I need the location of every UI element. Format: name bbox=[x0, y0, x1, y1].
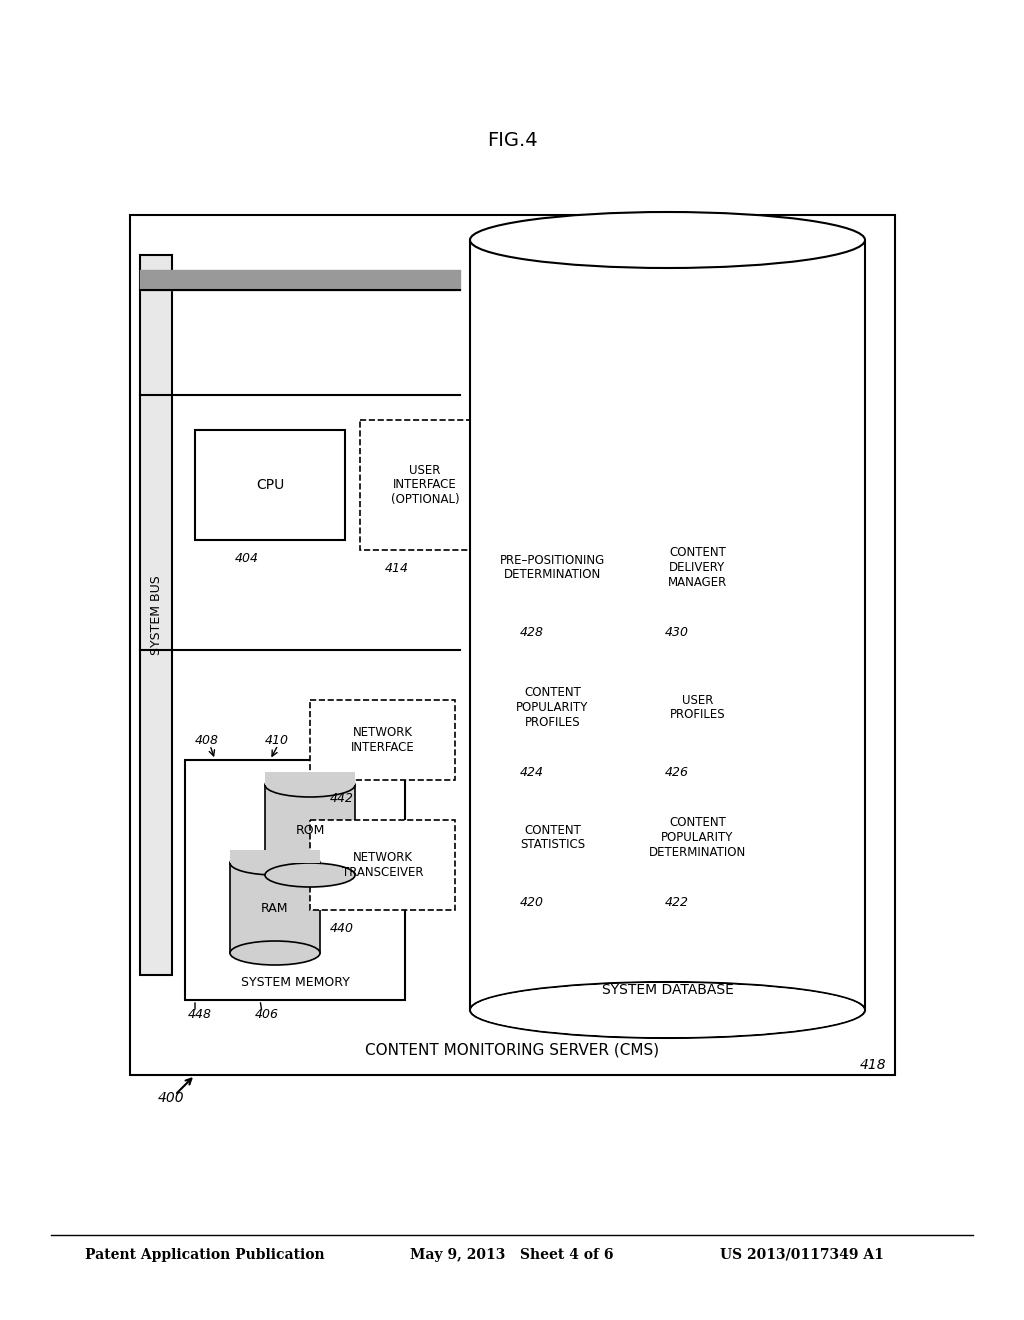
Bar bbox=[230, 863, 319, 953]
FancyBboxPatch shape bbox=[490, 789, 615, 884]
Text: 404: 404 bbox=[234, 552, 259, 565]
Text: ROM: ROM bbox=[295, 824, 325, 837]
Ellipse shape bbox=[470, 982, 865, 1038]
Text: CONTENT
POPULARITY
PROFILES: CONTENT POPULARITY PROFILES bbox=[516, 686, 589, 729]
Text: CONTENT
DELIVERY
MANAGER: CONTENT DELIVERY MANAGER bbox=[668, 546, 727, 589]
FancyBboxPatch shape bbox=[490, 660, 615, 755]
Text: 414: 414 bbox=[385, 561, 409, 574]
FancyBboxPatch shape bbox=[635, 520, 760, 615]
Text: RAM: RAM bbox=[261, 902, 289, 915]
Text: PRE–POSITIONING
DETERMINATION: PRE–POSITIONING DETERMINATION bbox=[500, 553, 605, 582]
FancyBboxPatch shape bbox=[310, 820, 455, 909]
Ellipse shape bbox=[230, 941, 319, 965]
Ellipse shape bbox=[470, 213, 865, 268]
Bar bbox=[230, 850, 319, 863]
Text: 448: 448 bbox=[188, 1008, 212, 1022]
Text: May 9, 2013   Sheet 4 of 6: May 9, 2013 Sheet 4 of 6 bbox=[410, 1247, 613, 1262]
Text: 422: 422 bbox=[665, 896, 689, 909]
Text: 442: 442 bbox=[330, 792, 354, 804]
FancyBboxPatch shape bbox=[310, 700, 455, 780]
Ellipse shape bbox=[265, 863, 355, 887]
Text: FIG.4: FIG.4 bbox=[486, 131, 538, 149]
FancyBboxPatch shape bbox=[140, 255, 172, 975]
Ellipse shape bbox=[265, 774, 355, 797]
Bar bbox=[265, 772, 355, 785]
Text: NETWORK
INTERFACE: NETWORK INTERFACE bbox=[350, 726, 415, 754]
FancyBboxPatch shape bbox=[185, 760, 406, 1001]
Text: 410: 410 bbox=[265, 734, 289, 747]
Text: 430: 430 bbox=[665, 627, 689, 639]
Ellipse shape bbox=[471, 983, 863, 1038]
Text: 418: 418 bbox=[860, 1059, 887, 1072]
FancyBboxPatch shape bbox=[130, 215, 895, 1074]
Text: 440: 440 bbox=[330, 921, 354, 935]
Text: 406: 406 bbox=[255, 1008, 279, 1022]
FancyBboxPatch shape bbox=[490, 520, 615, 615]
Text: SYSTEM BUS: SYSTEM BUS bbox=[150, 576, 163, 655]
Bar bbox=[470, 240, 865, 1010]
Text: 408: 408 bbox=[195, 734, 219, 747]
Text: 428: 428 bbox=[520, 627, 544, 639]
Text: SYSTEM MEMORY: SYSTEM MEMORY bbox=[241, 975, 349, 989]
FancyBboxPatch shape bbox=[360, 420, 490, 550]
Text: Patent Application Publication: Patent Application Publication bbox=[85, 1247, 325, 1262]
Text: USER
INTERFACE
(OPTIONAL): USER INTERFACE (OPTIONAL) bbox=[391, 463, 460, 507]
Text: CONTENT MONITORING SERVER (CMS): CONTENT MONITORING SERVER (CMS) bbox=[366, 1043, 659, 1057]
Text: 426: 426 bbox=[665, 767, 689, 780]
Text: US 2013/0117349 A1: US 2013/0117349 A1 bbox=[720, 1247, 884, 1262]
FancyBboxPatch shape bbox=[195, 430, 345, 540]
FancyBboxPatch shape bbox=[635, 660, 760, 755]
Ellipse shape bbox=[230, 851, 319, 875]
Text: 420: 420 bbox=[520, 896, 544, 909]
Text: SYSTEM DATABASE: SYSTEM DATABASE bbox=[601, 983, 733, 997]
FancyBboxPatch shape bbox=[635, 789, 760, 884]
Bar bbox=[265, 785, 355, 875]
Text: CONTENT
POPULARITY
DETERMINATION: CONTENT POPULARITY DETERMINATION bbox=[649, 816, 746, 859]
Text: 424: 424 bbox=[520, 767, 544, 780]
Text: NETWORK
TRANSCEIVER: NETWORK TRANSCEIVER bbox=[342, 851, 423, 879]
Text: CONTENT
STATISTICS: CONTENT STATISTICS bbox=[520, 824, 585, 851]
Text: USER
PROFILES: USER PROFILES bbox=[670, 693, 725, 722]
Text: 400: 400 bbox=[158, 1092, 184, 1105]
Text: CPU: CPU bbox=[256, 478, 284, 492]
